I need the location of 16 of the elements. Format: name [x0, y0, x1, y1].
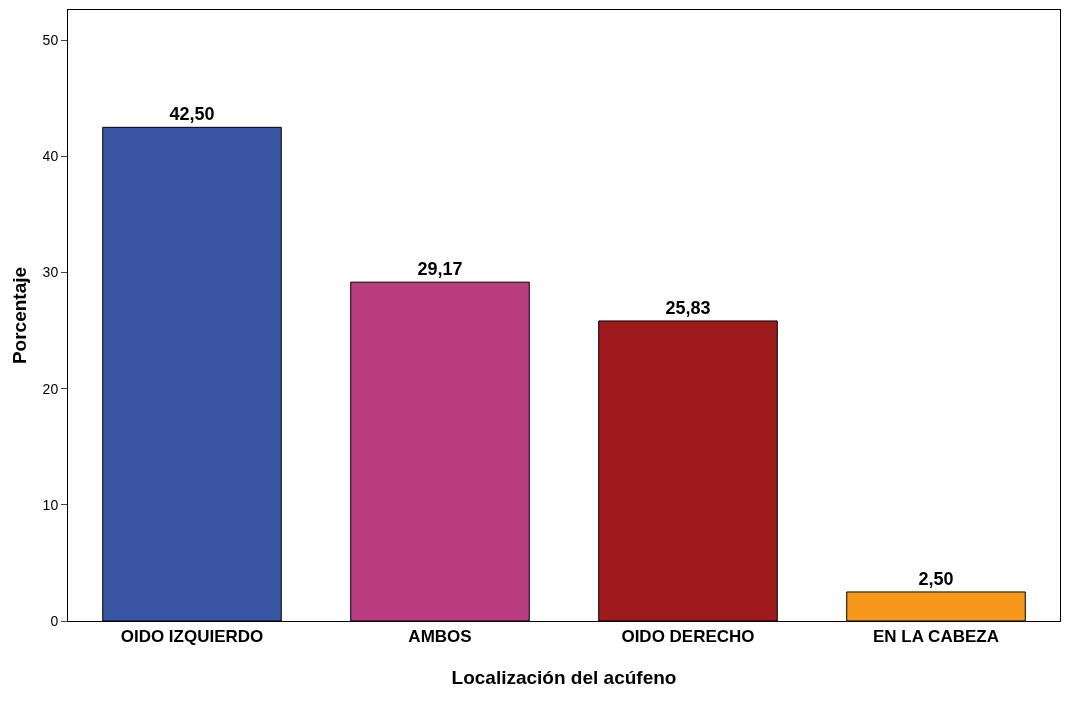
y-tick-label: 40 [42, 148, 59, 165]
data-label: 25,83 [665, 297, 711, 318]
y-tick-label: 0 [50, 612, 59, 629]
y-tick-label: 20 [42, 380, 59, 397]
y-tick-label: 50 [42, 32, 59, 49]
x-axis-title: Localización del acúfeno [451, 667, 677, 689]
data-label: 42,50 [169, 104, 215, 125]
y-tick-label: 30 [42, 264, 59, 281]
y-axis-title: Porcentaje [9, 266, 31, 365]
x-tick-label: OIDO DERECHO [621, 627, 755, 647]
x-tick-label: EN LA CABEZA [873, 627, 999, 647]
x-tick-label: AMBOS [408, 627, 472, 647]
data-label: 2,50 [918, 568, 954, 589]
y-tick-label: 10 [42, 496, 59, 513]
x-tick-label: OIDO IZQUIERDO [120, 627, 264, 647]
data-label: 29,17 [417, 259, 463, 280]
